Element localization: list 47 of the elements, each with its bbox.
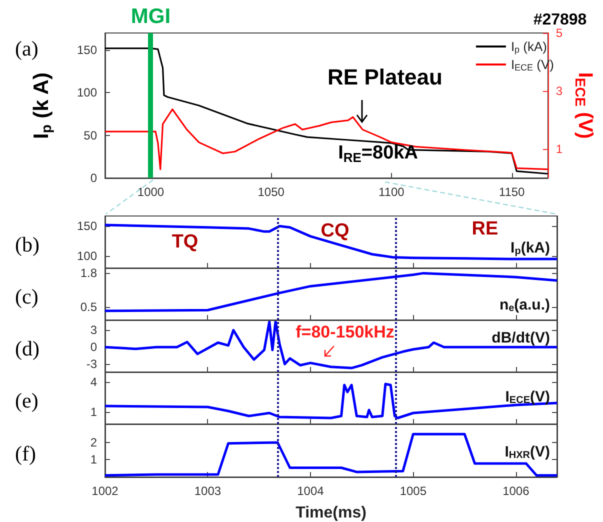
line-series (104, 272, 558, 312)
y-tick-label: 150 (76, 219, 98, 234)
annotation: CQ (320, 220, 350, 242)
text: (f) (15, 442, 36, 466)
y-tick-label: 4 (90, 375, 98, 389)
chart-title: (a) (15, 36, 38, 60)
annotation: TQ (172, 232, 198, 252)
text: #27898 (533, 12, 587, 28)
line-series (104, 108, 549, 170)
y-tick-label: 0 (90, 340, 98, 354)
y-tick-label: -3 (86, 357, 98, 372)
text: (e) (15, 388, 38, 412)
x-tick-label: 1003 (194, 484, 222, 498)
y-tick-label: 100 (76, 86, 98, 100)
y2-tick-label: 3 (556, 84, 563, 98)
annotation: f=80-150kHz (296, 322, 394, 342)
y-tick-label: 0.5 (80, 300, 98, 314)
y-tick-label: 1 (90, 405, 98, 419)
y-tick-label: 100 (76, 249, 98, 264)
text: (b) (15, 232, 40, 256)
y-tick-label: 0 (90, 171, 98, 185)
text: (d) (15, 336, 40, 360)
y2-tick-label: 5 (556, 26, 563, 40)
line-series (104, 382, 558, 420)
annotation: RE Plateau (328, 64, 442, 90)
x-tick-label: 1150 (498, 185, 526, 199)
x-tick-label: 1000 (137, 185, 164, 199)
y-tick-label: 150 (76, 43, 98, 58)
y-axis-title: Ip (k A) (30, 72, 54, 139)
x-tick-label: 1006 (502, 484, 530, 498)
y-tick-label: 1.8 (80, 266, 98, 280)
y-tick-label: 3 (90, 323, 98, 338)
y-tick-label: 50 (84, 128, 98, 142)
y-tick-label: 1 (90, 452, 98, 466)
y2-axis-title: IECE (V) (572, 72, 596, 139)
y-tick-label: 2 (90, 436, 98, 450)
y-axis-title: dB/dt(V) (492, 330, 550, 346)
x-tick-label: 1004 (297, 484, 324, 498)
x-axis-title: Time(ms) (296, 504, 366, 522)
x-tick-label: 1005 (400, 484, 427, 498)
y2-tick-label: 1 (556, 142, 563, 156)
x-tick-label: 1100 (378, 185, 405, 199)
annotation: RE (472, 218, 498, 240)
x-tick-label: 1002 (92, 484, 119, 498)
x-tick-label: 1050 (258, 185, 285, 199)
text: (c) (15, 284, 38, 308)
ref-line-label: MGI (130, 5, 171, 28)
